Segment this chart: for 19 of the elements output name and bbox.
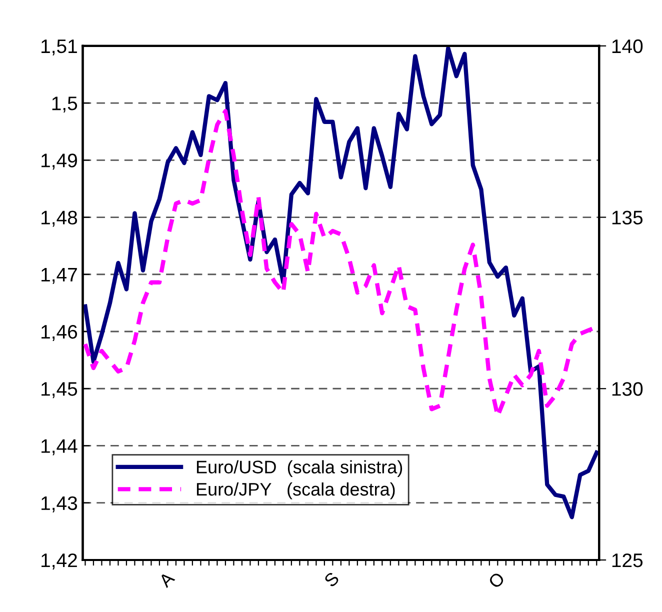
legend-label: Euro/JPY (scala destra) bbox=[196, 482, 395, 500]
y2-tick-label: 135 bbox=[612, 210, 643, 224]
y-tick-label: 1,47 bbox=[42, 268, 77, 284]
y2-tick-label: 125 bbox=[612, 553, 643, 568]
y-tick-label: 1,43 bbox=[42, 496, 78, 512]
y-tick-label: 1,46 bbox=[42, 324, 78, 342]
legend-label: Euro/USD (scala sinistra) bbox=[196, 460, 402, 478]
x-tick-label: S bbox=[323, 571, 340, 588]
y-tick-label: 1,5 bbox=[52, 96, 78, 113]
y-tick-label: 1,44 bbox=[42, 439, 78, 456]
x-tick-label: O bbox=[488, 571, 506, 590]
y-tick-label: 1,42 bbox=[42, 553, 77, 570]
y-tick-label: 1,51 bbox=[42, 40, 77, 56]
y2-tick-label: 130 bbox=[612, 382, 643, 396]
x-tick-label: A bbox=[158, 570, 176, 588]
y-tick-label: 1,45 bbox=[42, 382, 78, 398]
y2-tick-label: 140 bbox=[612, 39, 643, 54]
y-tick-label: 1,48 bbox=[42, 210, 78, 227]
y-tick-label: 1,49 bbox=[42, 154, 77, 170]
